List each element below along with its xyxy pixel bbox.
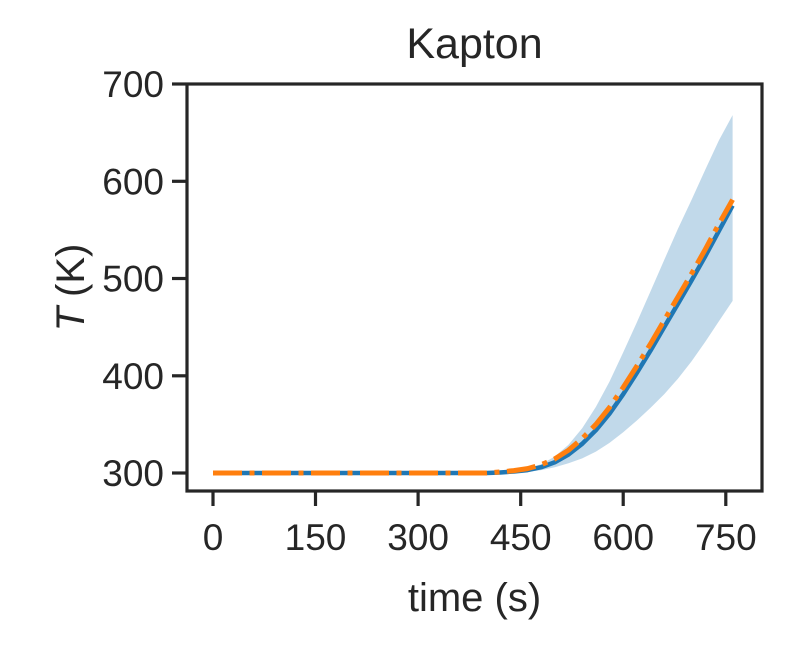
- x-tick: 150: [285, 492, 347, 558]
- x-tick-label: 0: [203, 517, 224, 558]
- x-tick: 600: [592, 492, 654, 558]
- y-tick: 700: [102, 64, 186, 105]
- y-tick: 300: [102, 453, 186, 494]
- x-axis: 0 150 300 450 600 750: [203, 492, 757, 558]
- y-axis: 300 400 500 600 700: [102, 64, 186, 494]
- reference-dashdot-line: [213, 198, 735, 476]
- y-tick-label: 300: [102, 453, 164, 494]
- x-tick-label: 150: [285, 517, 347, 558]
- plot-frame: [185, 82, 764, 493]
- y-axis-label: T (K): [49, 244, 93, 332]
- x-tick-label: 300: [387, 517, 449, 558]
- x-tick: 300: [387, 492, 449, 558]
- y-tick: 500: [102, 259, 186, 300]
- y-tick: 400: [102, 356, 186, 397]
- y-tick-label: 600: [102, 161, 164, 202]
- x-tick: 750: [695, 492, 757, 558]
- x-tick-label: 750: [695, 517, 757, 558]
- x-tick: 450: [490, 492, 552, 558]
- y-tick: 600: [102, 161, 186, 202]
- x-tick: 0: [203, 492, 224, 558]
- y-tick-label: 500: [102, 259, 164, 300]
- x-tick-label: 600: [592, 517, 654, 558]
- x-tick-label: 450: [490, 517, 552, 558]
- uncertainty-band: [213, 115, 733, 473]
- chart-title: Kapton: [406, 20, 542, 68]
- x-axis-label: time (s): [408, 576, 541, 620]
- y-tick-label: 700: [102, 64, 164, 105]
- y-axis-label-unit: (K): [49, 244, 93, 297]
- y-axis-label-symbol: T: [49, 304, 93, 331]
- y-tick-label: 400: [102, 356, 164, 397]
